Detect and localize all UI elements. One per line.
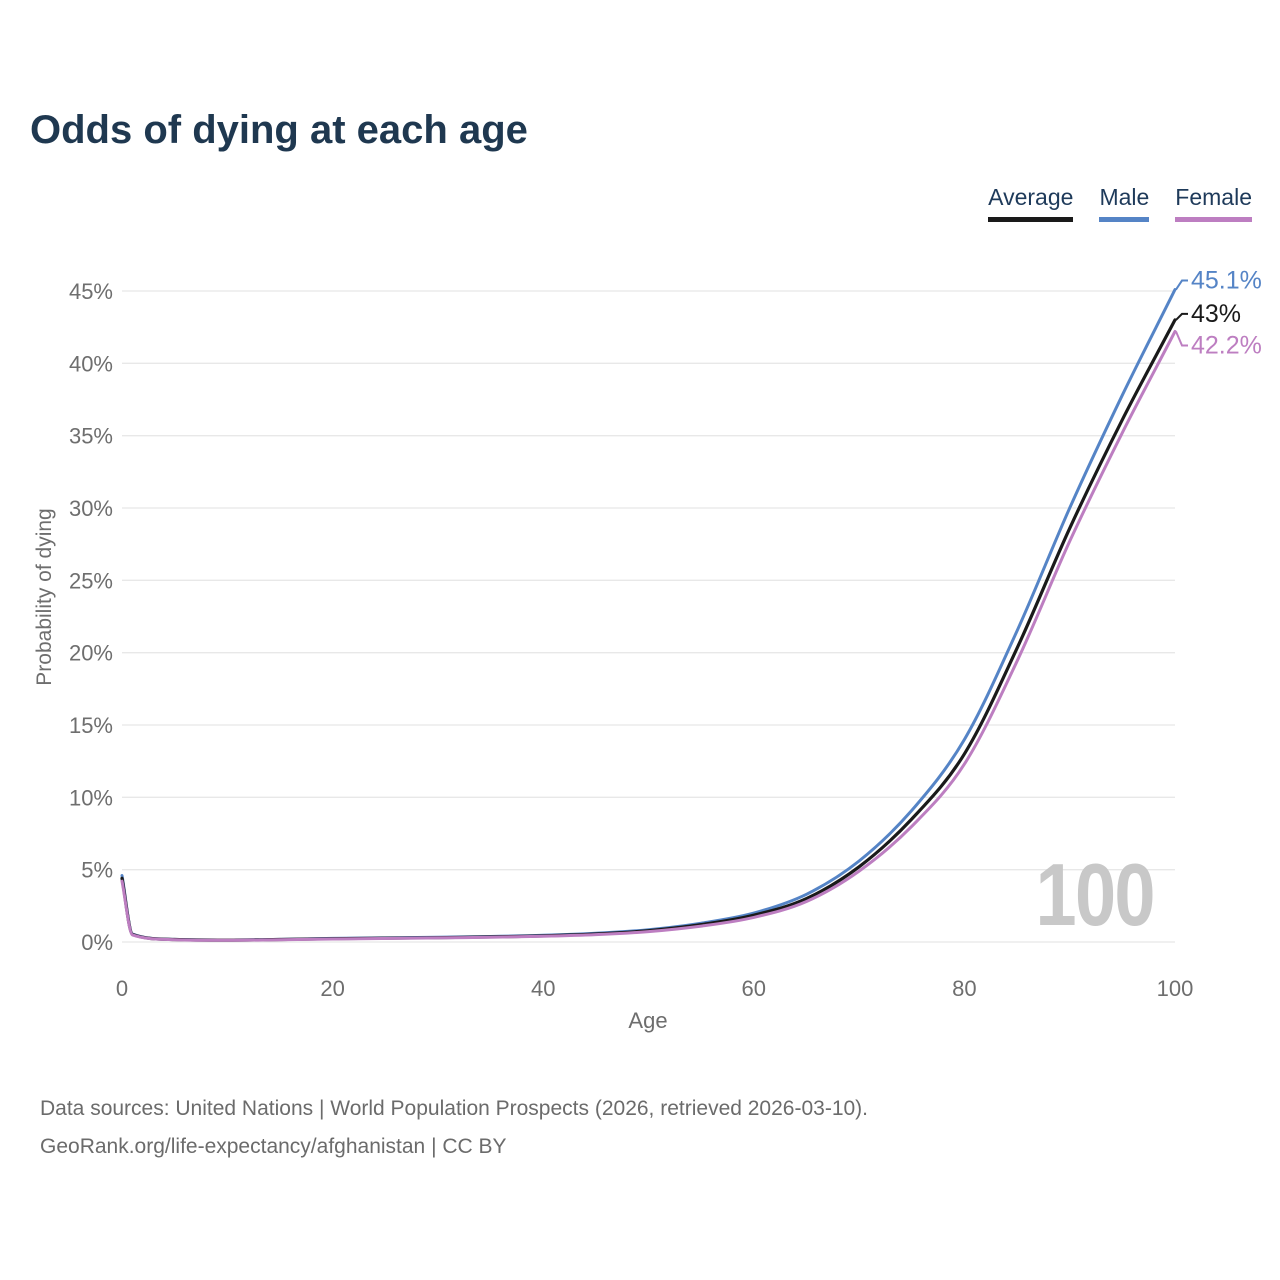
y-tick-label: 45% — [69, 279, 113, 304]
end-label-average: 43% — [1191, 300, 1241, 328]
legend: Average Male Female — [988, 184, 1252, 222]
end-label-connector-male — [1175, 279, 1188, 291]
y-tick-label: 15% — [69, 713, 113, 738]
end-label-connector-average — [1175, 312, 1188, 321]
series-line-female — [120, 330, 1177, 942]
x-tick-label: 100 — [1157, 976, 1194, 1001]
y-tick-label: 30% — [69, 496, 113, 521]
footer-line2: GeoRank.org/life-expectancy/afghanistan … — [40, 1135, 507, 1158]
x-tick-label: 40 — [531, 976, 555, 1001]
y-tick-label: 10% — [69, 785, 113, 810]
y-tick-label: 0% — [81, 930, 113, 955]
x-tick-label: 20 — [320, 976, 344, 1001]
footer: Data sources: United Nations | World Pop… — [40, 1090, 1240, 1166]
end-label-connector-female — [1175, 331, 1188, 347]
chart-canvas[interactable]: 0% 5% 10% 15% 20% 25% 30% 35% 40% 45% 0 20 40 60 80 100… — [0, 0, 1280, 1060]
y-tick-label: 5% — [81, 858, 113, 883]
footer-line1: Data sources: United Nations | World Pop… — [40, 1097, 869, 1120]
legend-item-average[interactable]: Average — [988, 184, 1074, 222]
x-tick-label: 80 — [952, 976, 976, 1001]
series-line-male — [120, 288, 1177, 942]
x-tick-label: 60 — [742, 976, 766, 1001]
x-axis-title: Age — [628, 1008, 668, 1033]
end-label-female: 42.2% — [1191, 332, 1262, 360]
y-tick-label: 25% — [69, 568, 113, 593]
chart-title: Odds of dying at each age — [30, 108, 528, 152]
legend-item-male[interactable]: Male — [1099, 184, 1150, 222]
end-label-male: 45.1% — [1191, 267, 1262, 295]
y-tick-label: 40% — [69, 351, 113, 376]
y-axis-title: Probability of dying — [33, 508, 56, 686]
legend-item-female[interactable]: Female — [1175, 184, 1252, 222]
x-tick-label: 0 — [116, 976, 128, 1001]
y-tick-label: 35% — [69, 424, 113, 449]
watermark-age-100: 100 — [1035, 845, 1156, 944]
y-tick-label: 20% — [69, 641, 113, 666]
